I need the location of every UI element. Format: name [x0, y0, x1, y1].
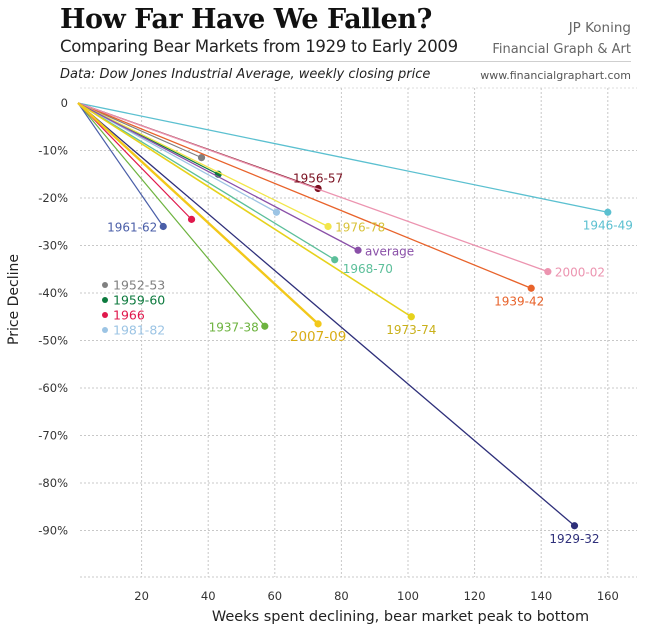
- y-tick-label: 0: [61, 96, 68, 110]
- series-labels: 1929-32 1937-38 1939-42 1946-49 1956-57 1961-…: [107, 172, 633, 546]
- x-axis-ticks: 20 40 60 80 100 120 140 160: [134, 589, 618, 603]
- series-endpoint-1929-32: [570, 522, 579, 530]
- series-lines: [77, 102, 612, 530]
- legend-label-1959-60: 1959-60: [113, 293, 165, 308]
- series-line-1937-38: [77, 102, 266, 327]
- series-endpoint-1939-42: [527, 284, 535, 292]
- chart-subtitle: Comparing Bear Markets from 1929 to Earl…: [60, 37, 458, 56]
- series-endpoint-2000-02: [544, 268, 552, 276]
- series-label-2007-09: 2007-09: [290, 329, 346, 345]
- legend-dot-1981-82: [102, 327, 108, 333]
- series-label-2000-02: 2000-02: [555, 266, 605, 280]
- series-line-1966: [77, 102, 192, 220]
- series-endpoint-1973-74: [407, 313, 415, 321]
- header-divider: [60, 61, 631, 62]
- series-line-1973-74: [77, 102, 412, 318]
- series-label-average: average: [365, 244, 414, 258]
- series-label-1968-70: 1968-70: [343, 262, 393, 276]
- series-endpoint-1937-38: [261, 322, 269, 330]
- website-url: www.financialgraphart.com: [480, 69, 631, 82]
- y-tick-label: -80%: [38, 476, 68, 490]
- y-tick-label: -50%: [38, 334, 68, 348]
- author-credit: JP Koning: [568, 20, 631, 36]
- series-label-1937-38: 1937-38: [209, 320, 259, 334]
- series-endpoint-1968-70: [331, 256, 339, 264]
- series-line-1946-49: [77, 102, 608, 213]
- legend-label-1952-53: 1952-53: [113, 278, 165, 293]
- x-tick-label: 40: [201, 589, 216, 603]
- series-endpoint-1961-62: [159, 222, 167, 231]
- series-label-1973-74: 1973-74: [386, 323, 436, 337]
- y-tick-label: -60%: [38, 381, 68, 395]
- series-line-1939-42: [77, 102, 532, 289]
- series-endpoint-1981-82: [272, 208, 281, 216]
- series-label-1939-42: 1939-42: [494, 294, 544, 308]
- series-line-2000-02: [77, 102, 549, 273]
- series-label-1961-62: 1961-62: [107, 221, 157, 235]
- series-line-1961-62: [77, 102, 164, 227]
- legend-dot-1952-53: [102, 282, 108, 288]
- data-source-note: Data: Dow Jones Industrial Average, week…: [60, 67, 431, 82]
- series-line-1929-32: [77, 102, 575, 527]
- series-line-average: [77, 102, 359, 251]
- legend-label-1981-82: 1981-82: [113, 323, 165, 338]
- y-tick-label: -40%: [38, 286, 68, 300]
- series-endpoint-1976-78: [324, 222, 332, 231]
- y-tick-label: -10%: [38, 144, 68, 158]
- organization-credit: Financial Graph & Art: [492, 42, 631, 57]
- series-label-1929-32: 1929-32: [549, 532, 599, 546]
- chart-title: How Far Have We Fallen?: [60, 4, 432, 35]
- series-endpoint-average: [354, 246, 362, 254]
- x-tick-label: 120: [464, 589, 486, 603]
- series-line-1968-70: [77, 102, 336, 261]
- series-line-1976-78: [77, 102, 329, 228]
- x-tick-label: 20: [134, 589, 149, 603]
- series-endpoint-1952-53: [197, 154, 206, 162]
- y-axis-label: Price Decline: [6, 254, 22, 345]
- series-endpoint-1966: [187, 215, 196, 223]
- grid-lines: [80, 87, 637, 578]
- legend-dot-1959-60: [102, 297, 108, 303]
- series-label-1946-49: 1946-49: [583, 218, 633, 232]
- y-tick-label: -20%: [38, 191, 68, 205]
- y-tick-label: -30%: [38, 239, 68, 253]
- series-endpoint-1946-49: [604, 208, 612, 216]
- y-tick-label: -70%: [38, 429, 68, 443]
- series-line-1981-82: [77, 102, 277, 213]
- series-label-1956-57: 1956-57: [293, 172, 343, 186]
- x-axis-label: Weeks spent declining, bear market peak …: [211, 609, 590, 625]
- x-tick-label: 100: [397, 589, 419, 603]
- x-tick-label: 160: [597, 589, 619, 603]
- x-tick-label: 140: [530, 589, 552, 603]
- y-tick-label: -90%: [38, 524, 68, 538]
- series-endpoint-2007-09: [314, 320, 322, 328]
- series-line-2007-09: [77, 102, 319, 325]
- series-label-1976-78: 1976-78: [335, 221, 385, 235]
- x-tick-label: 60: [267, 589, 282, 603]
- legend-dot-1966: [102, 312, 108, 318]
- legend-label-1966: 1966: [113, 308, 145, 323]
- x-tick-label: 80: [334, 589, 349, 603]
- y-axis-ticks: 0 -10% -20% -30% -40% -50% -60% -70% -80% -90%: [38, 96, 68, 538]
